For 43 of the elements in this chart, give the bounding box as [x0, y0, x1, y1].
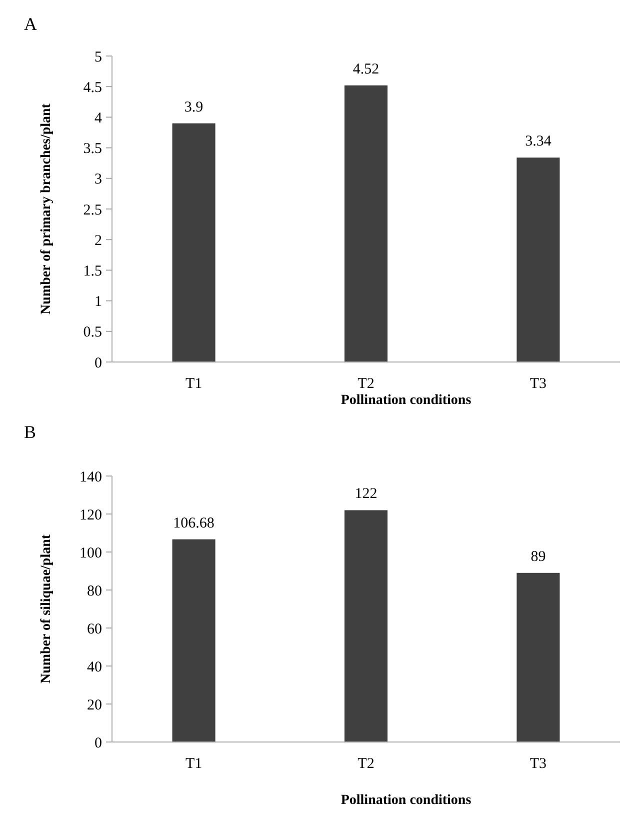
data-label: 89 — [530, 548, 546, 565]
y-tick-label: 5 — [94, 49, 102, 66]
y-tick-label: 0.5 — [83, 324, 102, 341]
y-tick-label: 60 — [87, 621, 102, 638]
x-tick-label: T3 — [530, 376, 547, 392]
bar — [172, 123, 216, 362]
y-tick-label: 0 — [94, 735, 102, 752]
y-tick-label: 40 — [87, 659, 102, 676]
y-tick-label: 100 — [80, 545, 102, 562]
bar — [344, 510, 388, 742]
y-tick-label: 3.5 — [83, 141, 102, 158]
data-label: 106.68 — [173, 515, 214, 532]
y-tick-label: 20 — [87, 697, 102, 714]
chart-title: A — [24, 14, 37, 34]
x-tick-label: T1 — [185, 376, 202, 392]
data-label: 3.34 — [525, 134, 552, 150]
y-tick-label: 4.5 — [83, 80, 102, 96]
x-tick-label: T2 — [358, 756, 374, 772]
y-axis-title: Number of primary branches/plant — [39, 103, 54, 314]
y-tick-label: 1.5 — [83, 263, 102, 280]
y-tick-label: 4 — [94, 110, 102, 126]
y-tick-label: 140 — [80, 469, 102, 486]
chart-title: B — [24, 422, 36, 442]
y-tick-label: 80 — [87, 583, 102, 600]
y-tick-label: 2.5 — [83, 202, 102, 218]
data-label: 3.9 — [184, 99, 204, 116]
bar — [516, 158, 560, 362]
y-axis-title: Number of siliquae/plant — [39, 534, 54, 684]
bar — [516, 572, 560, 742]
y-tick-label: 120 — [80, 507, 102, 524]
bar — [172, 539, 216, 742]
y-tick-label: 2 — [94, 232, 102, 249]
bar — [344, 85, 388, 362]
x-tick-label: T1 — [185, 756, 202, 772]
x-tick-label: T2 — [358, 376, 374, 392]
y-tick-label: 1 — [94, 294, 102, 310]
x-axis-title: Pollination conditions — [340, 393, 472, 408]
data-label: 4.52 — [352, 61, 380, 78]
x-tick-label: T3 — [530, 756, 547, 772]
y-tick-label: 0 — [94, 355, 102, 372]
data-label: 122 — [354, 486, 378, 502]
y-tick-label: 3 — [94, 172, 102, 188]
x-axis-title: Pollination conditions — [340, 793, 472, 808]
